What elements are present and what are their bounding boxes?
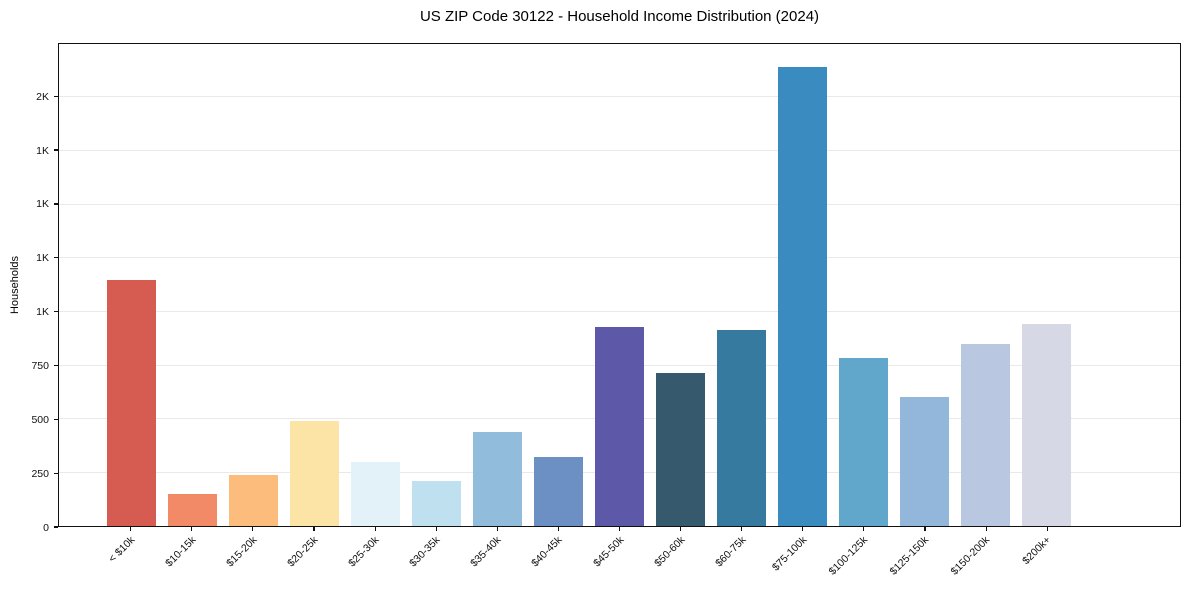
x-axis: < $10k $10-15k $15-20k $20-25k $25-30k $30-35…: [58, 527, 1181, 590]
y-tick-label: 250: [31, 467, 49, 480]
bar: [534, 457, 583, 526]
y-axis: 0 250 500 750 1K 1K 1K 1K 2K: [0, 43, 58, 534]
y-tick-mark: [54, 95, 58, 97]
gridline: [59, 96, 1180, 98]
x-tick-label: $15-20k: [224, 534, 260, 570]
bar: [290, 421, 339, 526]
bar: [778, 66, 827, 526]
y-tick-mark: [54, 526, 58, 528]
x-tick-mark: [680, 527, 682, 531]
x-tick-label: $25-30k: [346, 534, 382, 570]
y-tick-label: 0: [43, 521, 49, 534]
y-tick-mark: [54, 418, 58, 420]
gridline: [59, 150, 1180, 152]
x-tick-label: $50-60k: [651, 534, 688, 570]
bar: [961, 344, 1010, 526]
x-tick-mark: [191, 527, 193, 531]
x-tick-mark: [802, 527, 804, 531]
x-tick-mark: [130, 527, 132, 531]
y-tick-mark: [54, 149, 58, 151]
y-tick-mark: [54, 203, 58, 205]
chart-title: US ZIP Code 30122 - Household Income Dis…: [419, 8, 820, 25]
x-tick-mark: [496, 527, 498, 531]
x-tick-label: $125-150k: [887, 534, 932, 578]
x-tick-mark: [863, 527, 865, 531]
x-tick-label: $45-50k: [590, 534, 626, 570]
y-tick-mark: [54, 257, 58, 259]
x-tick-mark: [741, 527, 743, 531]
y-tick-label: 1K: [36, 144, 49, 157]
x-tick-label: $200k+: [1020, 534, 1054, 568]
bar: [1022, 324, 1071, 526]
x-tick-label: $35-40k: [468, 534, 504, 570]
x-tick-label: $40-45k: [529, 534, 565, 570]
y-tick-mark: [54, 311, 58, 313]
gridline: [59, 311, 1180, 312]
x-tick-mark: [557, 527, 559, 531]
x-tick-mark: [985, 527, 987, 531]
x-tick-mark: [618, 527, 621, 531]
x-tick-label: $10-15k: [162, 534, 199, 570]
x-tick-label: $20-25k: [285, 534, 321, 570]
x-tick-mark: [924, 527, 926, 531]
y-tick-mark: [54, 364, 58, 367]
x-tick-mark: [374, 527, 376, 531]
x-tick-mark: [252, 527, 254, 531]
bar: [351, 462, 400, 526]
x-tick-mark: [1046, 527, 1048, 531]
bar: [900, 397, 949, 526]
bar: [412, 480, 461, 526]
x-tick-mark: [435, 527, 437, 531]
y-tick-mark: [54, 472, 58, 474]
x-tick-label: $75-100k: [769, 534, 810, 574]
bar: [595, 326, 644, 526]
y-tick-label: 500: [31, 413, 49, 426]
x-tick-label: $30-35k: [407, 534, 443, 570]
bar: [839, 357, 888, 526]
bar: [473, 431, 522, 526]
bar: [229, 474, 278, 526]
y-tick-label: 1K: [36, 252, 49, 265]
x-tick-label: $100-125k: [826, 534, 871, 578]
x-tick-label: < $10k: [106, 534, 138, 565]
bar: [717, 330, 766, 526]
y-tick-label: 750: [31, 359, 49, 372]
bar: [168, 494, 217, 526]
x-tick-label: $150-200k: [949, 534, 993, 578]
x-tick-label: $60-75k: [712, 534, 749, 570]
y-tick-label: 1K: [36, 198, 49, 211]
y-tick-label: 2K: [36, 90, 49, 103]
gridline: [59, 203, 1180, 205]
gridline: [59, 257, 1180, 259]
plot-area: [58, 43, 1181, 527]
bar: [107, 280, 156, 526]
bar: [656, 373, 705, 526]
x-tick-mark: [313, 527, 315, 531]
y-tick-label: 1K: [36, 306, 49, 319]
